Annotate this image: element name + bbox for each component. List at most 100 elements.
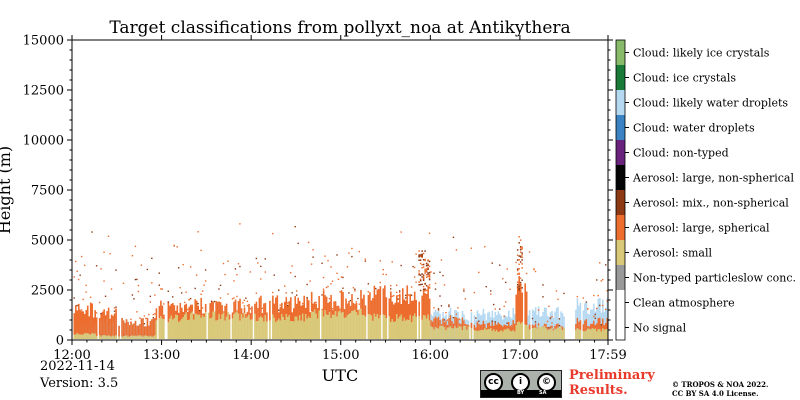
elevated-plume-point [428, 273, 431, 276]
small-aerosol-column [527, 326, 529, 339]
small-aerosol-column [227, 312, 229, 339]
large-spherical-aerosol-column [200, 297, 203, 318]
small-aerosol-column [203, 317, 205, 339]
aerosol-detection-point [79, 309, 81, 312]
aerosol-detection-point [327, 285, 329, 288]
aerosol-detection-point [410, 294, 413, 296]
small-aerosol-column [575, 329, 577, 339]
aerosol-detection-point [160, 288, 162, 290]
small-aerosol-column [189, 313, 192, 339]
likely-water-droplet-column [534, 307, 537, 339]
small-aerosol-column [373, 313, 376, 339]
small-aerosol-column [361, 315, 364, 339]
elevated-plume-point [418, 270, 420, 272]
large-spherical-aerosol-column [484, 323, 486, 329]
large-spherical-aerosol-column [348, 300, 350, 315]
aerosol-detection-point [484, 246, 486, 248]
aerosol-detection-point [188, 298, 190, 301]
aerosol-detection-point [231, 298, 234, 300]
large-spherical-aerosol-column [351, 294, 353, 311]
large-spherical-aerosol-column [109, 318, 111, 337]
chart-title: Target classifications from pollyxt_noa … [109, 18, 570, 38]
small-aerosol-column [128, 336, 131, 339]
cc-by-text: BY [517, 390, 525, 396]
small-aerosol-column [276, 320, 279, 339]
aerosol-detection-point [379, 260, 381, 262]
large-spherical-aerosol-column [178, 312, 180, 323]
small-aerosol-column [192, 319, 195, 339]
small-aerosol-column [77, 334, 80, 339]
small-aerosol-column [509, 330, 512, 339]
large-spherical-aerosol-column [352, 302, 355, 311]
aerosol-detection-point [200, 293, 202, 295]
large-spherical-aerosol-column [476, 321, 479, 331]
small-aerosol-column [487, 329, 489, 339]
small-aerosol-column [264, 315, 267, 339]
aerosol-detection-point [503, 305, 505, 308]
aerosol-detection-point [154, 313, 156, 315]
small-aerosol-column [160, 316, 162, 339]
classification-layer [73, 223, 609, 339]
large-spherical-aerosol-column [425, 293, 428, 319]
aerosol-detection-point [273, 274, 275, 276]
small-aerosol-column [363, 314, 365, 339]
aerosol-detection-point [182, 263, 184, 266]
small-aerosol-column [294, 316, 297, 339]
aerosol-detection-point [510, 326, 513, 329]
large-spherical-aerosol-column [146, 317, 149, 336]
large-spherical-aerosol-column [306, 297, 309, 319]
aerosol-detection-point [494, 321, 496, 323]
aerosol-detection-point [261, 307, 264, 309]
large-spherical-aerosol-column [325, 296, 328, 315]
x-tick-label: 15:00 [322, 348, 359, 363]
large-spherical-aerosol-column [519, 284, 522, 324]
aerosol-detection-point [605, 264, 607, 266]
small-aerosol-column [101, 335, 104, 339]
small-aerosol-column [127, 336, 129, 339]
small-aerosol-column [272, 314, 274, 339]
small-aerosol-column [222, 312, 225, 339]
large-spherical-aerosol-column [403, 299, 406, 318]
colorbar-label: Aerosol: large, non-spherical [632, 172, 794, 185]
aerosol-detection-point [321, 294, 323, 296]
small-aerosol-column [221, 314, 223, 339]
small-aerosol-column [493, 329, 495, 339]
small-aerosol-column [113, 336, 116, 339]
large-spherical-aerosol-column [124, 322, 126, 337]
large-spherical-aerosol-column [74, 305, 77, 335]
small-aerosol-column [185, 312, 188, 339]
small-aerosol-column [310, 311, 313, 339]
small-aerosol-column [282, 317, 285, 339]
large-spherical-aerosol-column [92, 317, 95, 334]
aerosol-detection-point [351, 255, 353, 258]
aerosol-detection-point [260, 265, 262, 268]
large-spherical-aerosol-column [554, 325, 556, 329]
large-spherical-aerosol-column [487, 323, 489, 330]
small-aerosol-column [403, 317, 406, 339]
elevated-plume-point [516, 273, 519, 275]
aerosol-detection-point [312, 249, 314, 251]
large-spherical-aerosol-column [167, 302, 170, 323]
aerosol-detection-point [131, 294, 134, 296]
aerosol-detection-point [409, 293, 411, 296]
aerosol-detection-point [587, 307, 589, 310]
aerosol-detection-point [473, 291, 476, 294]
aerosol-detection-point [95, 312, 98, 314]
large-spherical-aerosol-column [470, 322, 473, 329]
small-aerosol-column [579, 330, 582, 339]
large-spherical-aerosol-column [198, 310, 201, 315]
small-aerosol-column [518, 321, 521, 339]
elevated-plume-point [518, 280, 520, 283]
likely-water-droplet-column [552, 317, 555, 339]
small-aerosol-column [470, 328, 473, 339]
large-spherical-aerosol-column [406, 285, 409, 320]
aerosol-detection-point [243, 305, 246, 307]
large-spherical-aerosol-column [355, 303, 358, 312]
small-aerosol-column [149, 335, 152, 339]
small-aerosol-column [236, 311, 238, 339]
small-aerosol-column [80, 334, 83, 339]
cc-sa-text: SA [539, 390, 547, 396]
small-aerosol-column [406, 319, 409, 339]
aerosol-detection-point [510, 324, 513, 327]
large-spherical-aerosol-column [282, 308, 285, 318]
